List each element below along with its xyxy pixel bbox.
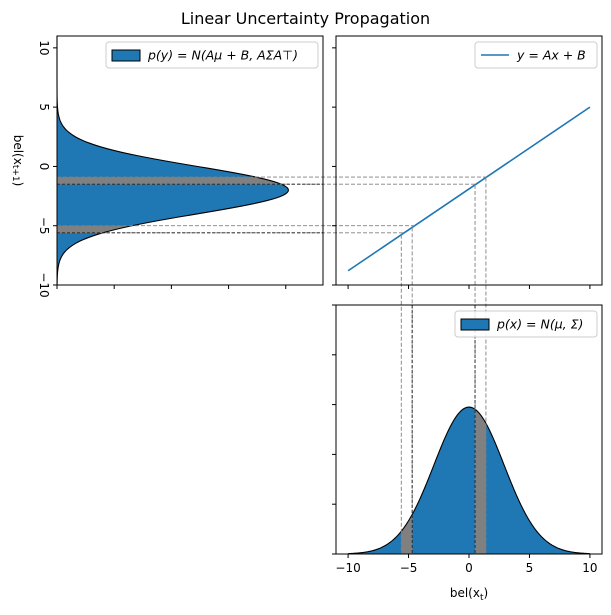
legend-py: p(y) = N(Aμ + B, AΣA⊤) (105, 41, 319, 69)
px-highlight-band-1 (475, 409, 486, 554)
x-tick-label-0: −10 (335, 561, 360, 575)
legend-px-frame (454, 310, 598, 338)
y-tick-label-1: −5 (37, 217, 51, 235)
x-tick-label-4: 10 (582, 561, 597, 575)
legend-py-text: p(y) = N(Aμ + B, AΣA⊤) (147, 48, 298, 63)
px-highlight-band-0 (401, 514, 413, 554)
y-tick-label-0: −10 (37, 272, 51, 297)
px-density-fill (348, 407, 590, 554)
y-tick-label-4: 10 (37, 40, 51, 55)
py-highlight-band-0 (57, 177, 282, 185)
y-axis-label: bel(xt+1) (10, 135, 25, 187)
legends: p(y) = N(Aμ + B, AΣA⊤) y = Ax + B p(x) = N… (105, 41, 598, 338)
px-density-curve (348, 406, 590, 555)
legend-py-frame (105, 41, 319, 69)
axes-frame-top-left (56, 35, 324, 286)
py-density-fill (57, 36, 289, 285)
legend-linear-map-frame (474, 41, 598, 69)
figure-title: Linear Uncertainty Propagation (181, 9, 430, 28)
legend-px-swatch (460, 318, 490, 331)
legend-px-text: p(x) = N(μ, Σ) (496, 317, 583, 332)
y-tick-label-3: 5 (37, 103, 51, 111)
legend-px: p(x) = N(μ, Σ) (454, 310, 598, 338)
x-tick-label-2: 0 (465, 561, 473, 575)
x-tick-label-3: 5 (526, 561, 534, 575)
density-fills (57, 36, 590, 554)
propagation-guides (57, 176, 487, 554)
axes-frame-top-right (335, 35, 603, 286)
x-axis-label: bel(xt) (450, 586, 488, 603)
py-highlight-band-1 (57, 225, 133, 233)
axes: −10 −5 0 5 10 −10 −5 0 5 10 bel(xt+1) bel(xt) (10, 35, 603, 603)
x-tick-label-1: −5 (400, 561, 418, 575)
legend-linear-map-text: y = Ax + B (516, 48, 586, 63)
y-tick-label-2: 0 (37, 163, 51, 171)
legend-py-swatch (111, 49, 141, 62)
legend-linear-map: y = Ax + B (474, 41, 598, 69)
linear-map-line (347, 106, 591, 272)
